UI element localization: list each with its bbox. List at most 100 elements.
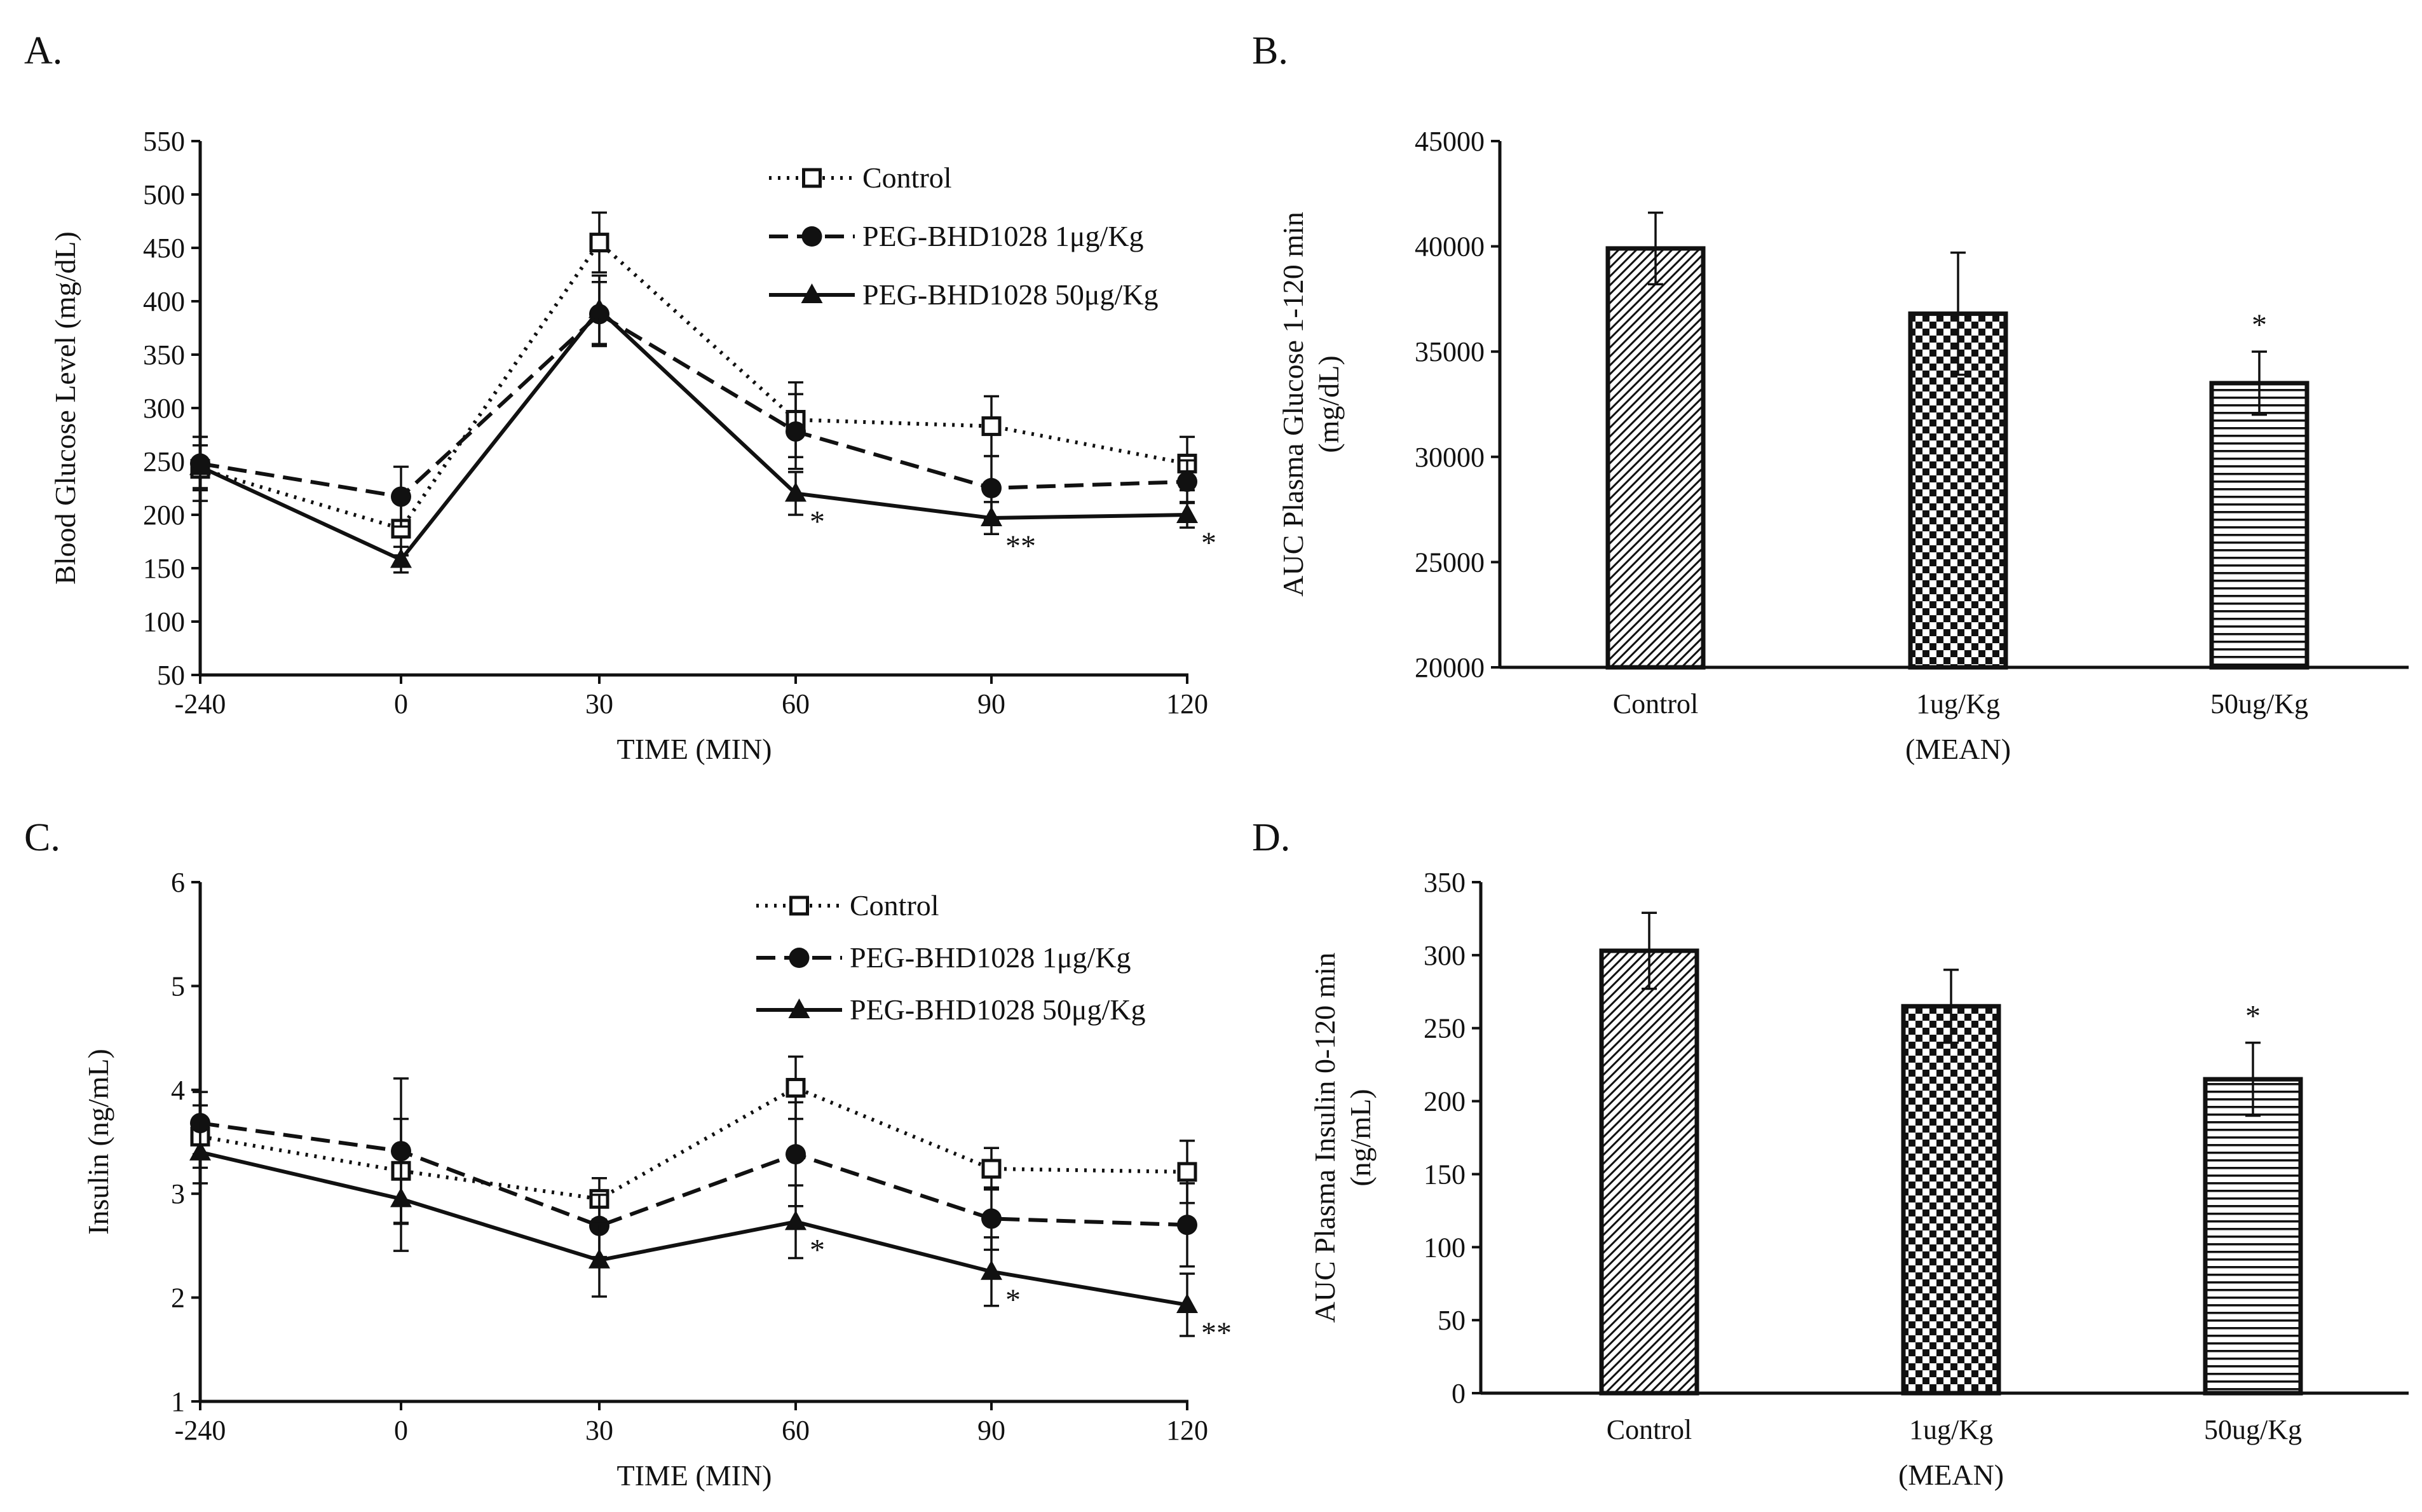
- panel-a-glucose-line-chart: A. 50 100 150 200 250 300 350 400 450 500 550 -240 0 3…: [24, 29, 1216, 765]
- y-tick-label: 200: [143, 500, 185, 531]
- data-point: [1177, 471, 1197, 492]
- y-tick-label: 100: [1424, 1232, 1466, 1263]
- significance-marker: **: [1005, 529, 1036, 563]
- series-line: [200, 311, 1188, 499]
- data-point: [1177, 1162, 1197, 1182]
- x-tick-label: 50ug/Kg: [2210, 688, 2308, 719]
- x-tick-label: 30: [585, 688, 613, 719]
- x-tick-label: 120: [1166, 1415, 1208, 1446]
- y-tick-label: 150: [1424, 1159, 1466, 1190]
- x-tick-label: 60: [782, 1415, 810, 1446]
- y-tick-label: 5: [171, 971, 185, 1002]
- series-3: [189, 1120, 1198, 1337]
- y-tick-label: 400: [143, 286, 185, 317]
- y-axis-title-line: AUC Plasma Insulin 0-120 min: [1309, 953, 1341, 1323]
- y-tick-label: 0: [1452, 1378, 1466, 1409]
- legend-marker: [789, 948, 810, 968]
- legend-marker: [801, 283, 823, 303]
- bar: [2203, 1077, 2303, 1396]
- data-point: [390, 1187, 412, 1208]
- x-tick-label: 0: [394, 1415, 408, 1446]
- x-tick-label: -240: [175, 688, 226, 719]
- series-line: [200, 240, 1188, 531]
- series-line: [200, 1121, 1188, 1229]
- x-tick-label: 90: [977, 1415, 1005, 1446]
- x-tick-label: 0: [394, 688, 408, 719]
- series-line: [200, 1086, 1188, 1201]
- data-point: [390, 548, 412, 568]
- y-axis-title-line: (mg/dL): [1312, 355, 1345, 453]
- data-point: [785, 482, 806, 502]
- panel-d-insulin-auc-bar-chart: D. 0 50 100 150 200 250 300 350 Control 1ug/Kg 50ug…: [1252, 816, 2409, 1491]
- data-point: [1176, 503, 1198, 523]
- y-tick-label: 35000: [1415, 336, 1485, 367]
- data-point: [189, 1140, 211, 1161]
- y-tick-label: 20000: [1415, 652, 1485, 683]
- x-axis-title: (MEAN): [1905, 733, 2011, 765]
- x-tick-label: 50ug/Kg: [2204, 1414, 2302, 1445]
- series-1: [190, 1055, 1197, 1224]
- y-tick-label: 6: [171, 867, 185, 898]
- x-tick-label: 120: [1166, 688, 1208, 719]
- legend-label: PEG-BHD1028 50μg/Kg: [862, 278, 1159, 311]
- series-2: [190, 1077, 1197, 1268]
- significance-marker: *: [1005, 1283, 1021, 1317]
- y-tick-label: 50: [157, 660, 185, 691]
- y-tick-label: 250: [143, 446, 185, 477]
- data-point: [1177, 1215, 1197, 1236]
- panel-label: A.: [24, 29, 62, 72]
- data-point: [786, 421, 806, 442]
- y-axis-title-line: AUC Plasma Glucose 1-120 min: [1277, 212, 1309, 597]
- data-point: [981, 1208, 1002, 1229]
- y-tick-label: 2: [171, 1283, 185, 1314]
- y-axis-title: Insulin (ng/mL): [82, 1049, 114, 1235]
- data-point: [786, 1144, 806, 1165]
- significance-marker: *: [1201, 526, 1216, 560]
- data-point: [981, 1159, 1002, 1179]
- y-tick-label: 150: [143, 553, 185, 584]
- legend-label: PEG-BHD1028 1μg/Kg: [862, 220, 1144, 252]
- data-point: [189, 455, 211, 475]
- bar: [1901, 1004, 2001, 1396]
- x-axis-title: (MEAN): [1898, 1459, 2004, 1491]
- y-tick-label: 1: [171, 1386, 185, 1417]
- x-tick-label: 60: [782, 688, 810, 719]
- legend-marker: [789, 896, 809, 916]
- x-axis-title: TIME (MIN): [617, 1459, 772, 1492]
- y-tick-label: 50: [1438, 1305, 1466, 1336]
- panel-b-glucose-auc-bar-chart: B. 20000 25000 30000 35000 40000 45000 Control 1…: [1252, 29, 2409, 765]
- y-axis-title-line: (ng/mL): [1344, 1089, 1377, 1186]
- data-point: [981, 478, 1002, 498]
- y-axis-title: Blood Glucose Level (mg/dL): [49, 231, 81, 585]
- panel-label: B.: [1252, 29, 1288, 72]
- bar: [1599, 948, 1699, 1396]
- significance-marker: *: [2245, 1000, 2261, 1033]
- bar: [2209, 381, 2310, 670]
- x-tick-label: 90: [977, 688, 1005, 719]
- series-1: [190, 211, 1197, 557]
- y-tick-label: 250: [1424, 1013, 1466, 1044]
- significance-marker: *: [2252, 308, 2267, 342]
- significance-marker: *: [810, 1233, 825, 1267]
- data-point: [589, 233, 609, 253]
- y-tick-label: 550: [143, 126, 185, 157]
- y-tick-label: 40000: [1415, 231, 1485, 262]
- y-tick-label: 300: [1424, 940, 1466, 971]
- data-point: [785, 1210, 806, 1230]
- data-point: [981, 416, 1002, 437]
- legend-label: Control: [850, 889, 939, 922]
- y-tick-label: 4: [171, 1075, 185, 1106]
- bar: [1605, 246, 1706, 670]
- y-tick-label: 200: [1424, 1086, 1466, 1117]
- legend-marker: [802, 168, 822, 188]
- y-tick-label: 350: [143, 339, 185, 371]
- legend-label: PEG-BHD1028 50μg/Kg: [850, 993, 1146, 1026]
- y-tick-label: 350: [1424, 867, 1466, 898]
- x-tick-label: 1ug/Kg: [1909, 1414, 1993, 1445]
- data-point: [391, 486, 411, 507]
- y-tick-label: 300: [143, 393, 185, 424]
- x-axis-title: TIME (MIN): [617, 733, 772, 765]
- y-tick-label: 100: [143, 606, 185, 637]
- panel-label: C.: [24, 816, 60, 859]
